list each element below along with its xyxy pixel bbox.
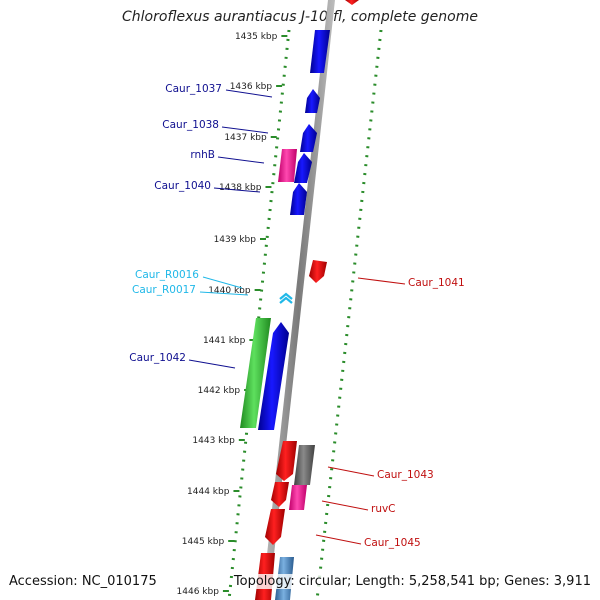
kbp-tick-label: 1441 kbp bbox=[203, 336, 246, 346]
gene-label-leader bbox=[188, 359, 236, 369]
gene-label-leader bbox=[327, 466, 375, 477]
gene-arrow[interactable] bbox=[278, 149, 297, 182]
gene-label[interactable]: ruvC bbox=[371, 503, 396, 515]
gene-label[interactable]: Caur_1043 bbox=[377, 469, 434, 481]
gene-label[interactable]: Caur_R0017 bbox=[132, 284, 196, 296]
gene-label[interactable]: Caur_1045 bbox=[364, 537, 421, 549]
kbp-tick-label: 1437 kbp bbox=[224, 133, 267, 143]
genome-title: Chloroflexus aurantiacus J-10-fl, comple… bbox=[122, 9, 478, 25]
gene-arrow[interactable] bbox=[310, 30, 330, 73]
genome-backbone bbox=[262, 0, 335, 600]
gene-label-leader bbox=[321, 500, 369, 511]
gene-label[interactable]: Caur_1040 bbox=[154, 180, 211, 192]
gene-label-leader bbox=[202, 276, 243, 289]
gene-label-leader bbox=[213, 187, 261, 193]
gene-arrow[interactable] bbox=[300, 124, 317, 152]
kbp-tick-label: 1443 kbp bbox=[192, 436, 235, 446]
gene-arrow[interactable] bbox=[265, 509, 285, 545]
kbp-tick-label: 1439 kbp bbox=[214, 235, 257, 245]
gene-label[interactable]: Caur_R0016 bbox=[135, 269, 199, 281]
gene-arrow[interactable] bbox=[294, 153, 312, 183]
dotted-track-left bbox=[227, 29, 291, 600]
gene-arrow[interactable] bbox=[290, 183, 307, 215]
kbp-tick-label: 1436 kbp bbox=[230, 82, 273, 92]
gene-arrow[interactable] bbox=[258, 322, 289, 430]
gene-label[interactable]: Caur_1041 bbox=[408, 277, 465, 289]
gene-label[interactable]: Caur_1042 bbox=[129, 352, 186, 364]
gene-label-leader bbox=[315, 534, 362, 545]
gene-label-leader bbox=[221, 126, 269, 134]
gene-arrow[interactable] bbox=[305, 89, 320, 113]
genome-summary-text: Topology: circular; Length: 5,258,541 bp… bbox=[233, 574, 591, 589]
kbp-tick-label: 1446 kbp bbox=[177, 587, 220, 597]
gene-label[interactable]: Caur_1038 bbox=[162, 119, 219, 131]
gene-arrow[interactable] bbox=[289, 485, 307, 510]
kbp-tick-label: 1442 kbp bbox=[198, 386, 241, 396]
gene-label-leader bbox=[225, 89, 273, 98]
gene-label[interactable]: Caur_1037 bbox=[165, 83, 222, 95]
kbp-tick-label: 1440 kbp bbox=[208, 286, 251, 296]
kbp-tick-label: 1435 kbp bbox=[235, 32, 278, 42]
gene-label-leader bbox=[217, 156, 265, 164]
gene-label[interactable]: rnhB bbox=[190, 149, 215, 161]
dotted-track-right bbox=[315, 29, 383, 600]
rna-marker bbox=[279, 292, 293, 304]
gene-arrow[interactable] bbox=[271, 482, 289, 507]
gene-arrow[interactable] bbox=[294, 445, 315, 485]
gene-arrow[interactable] bbox=[345, 0, 359, 5]
gene-arrow[interactable] bbox=[276, 441, 297, 481]
kbp-tick-label: 1445 kbp bbox=[182, 537, 225, 547]
kbp-tick-label: 1438 kbp bbox=[219, 183, 262, 193]
gene-arrow[interactable] bbox=[240, 318, 271, 428]
gene-label-leader bbox=[357, 277, 406, 285]
kbp-tick-label: 1444 kbp bbox=[187, 487, 230, 497]
accession-text: Accession: NC_010175 bbox=[9, 574, 157, 589]
gene-arrow[interactable] bbox=[309, 260, 327, 283]
gene-label-leader bbox=[199, 291, 249, 296]
